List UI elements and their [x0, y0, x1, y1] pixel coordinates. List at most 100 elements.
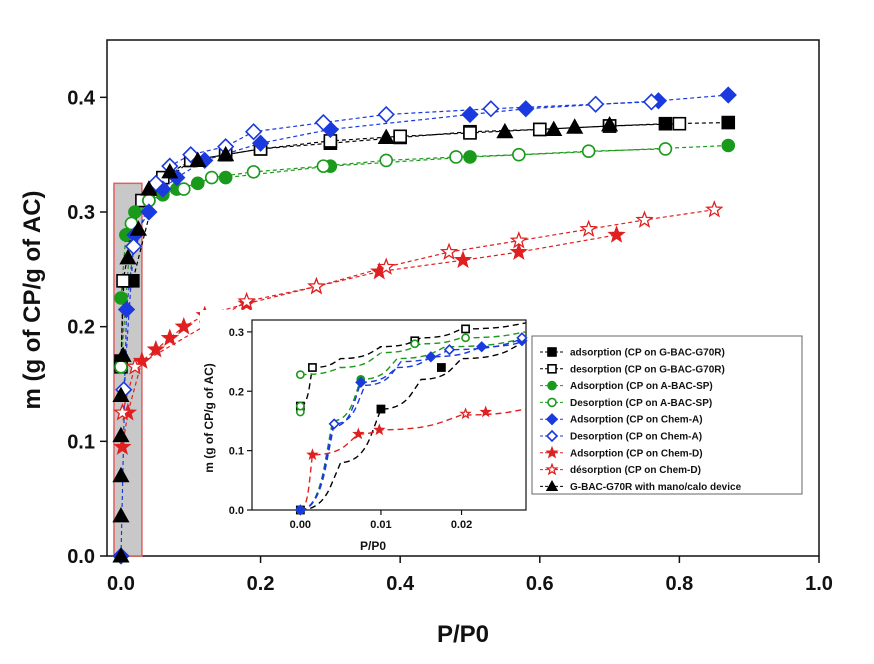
inset-y-tick-label: 0.0 [229, 505, 244, 517]
main-point-g-bac-g70r-with-mano-calo-device [189, 151, 207, 167]
inset-y-tick-label: 0.1 [229, 446, 244, 458]
main-point-desorption-cp-on-a-bac-sp [176, 182, 191, 196]
legend-marker-desorption-cp-on-chem-a [545, 429, 559, 443]
main-point-desorption-cp-on-chem-d [125, 357, 145, 375]
main-point-g-bac-g70r-with-mano-calo-device [114, 346, 132, 362]
legend-label-adsorption-cp-on-a-bac-sp: Adsorption (CP on A-BAC-SP) [570, 381, 713, 392]
inset-plot: 0.00 0.01 0.02 0.0 0.1 0.2 0.3 P/P0 m (g of CP… [200, 310, 528, 553]
main-point-g-bac-g70r-with-mano-calo-device [140, 180, 158, 196]
inset-series-markers [294, 324, 528, 516]
main-series-line-desorption-cp-on-a-bac-sp [120, 148, 666, 367]
legend-label-desorption-cp-on-a-bac-sp: Desorption (CP on A-BAC-SP) [570, 398, 712, 409]
main-point-g-bac-g70r-with-mano-calo-device [566, 118, 584, 134]
main-point-adsorption-cp-on-chem-d [146, 339, 166, 358]
main-point-desorption-cp-on-chem-a [124, 237, 143, 256]
main-x-tick-label: 0.2 [247, 573, 275, 595]
legend-label-adsorption-cp-on-chem-a: Adsorption (CP on Chem-A) [570, 415, 703, 426]
main-series-markers [112, 86, 737, 565]
main-point-g-bac-g70r-with-mano-calo-device [112, 507, 130, 523]
inset-plot-frame [251, 319, 527, 511]
main-point-desorption-cp-on-chem-a [586, 95, 605, 113]
main-point-adsorption-cp-on-a-bac-sp [190, 176, 205, 191]
main-point-desorption-cp-on-chem-a [482, 100, 500, 118]
legend-label-desorption-cp-on-chem-a: Desorption (CP on Chem-A) [570, 432, 702, 443]
legend-box [531, 335, 803, 495]
inset-x-tick-label: 0.00 [290, 519, 311, 531]
main-point-adsorption-cp-on-chem-a [117, 300, 136, 319]
inset-point-adsorption-cp-on-g-bac-g70r [376, 404, 386, 414]
main-point-desorption-cp-on-g-bac-g70r [672, 116, 687, 131]
inset-point-desorption-cp-on-chem-a [328, 418, 340, 430]
main-point-adsorption-cp-on-a-bac-sp [128, 205, 142, 219]
legend-label-desorption-cp-on-g-bac-g70r: desorption (CP on G-BAC-G70R) [570, 364, 725, 375]
inset-point-adsorption-cp-on-g-bac-g70r [436, 363, 446, 372]
main-point-g-bac-g70r-with-mano-calo-device [601, 116, 619, 132]
main-point-adsorption-cp-on-chem-a [719, 86, 737, 104]
legend-label-adsorption-cp-on-chem-d: Adsorption (CP on Chem-D) [570, 448, 703, 459]
main-point-adsorption-cp-on-g-bac-g70r [658, 116, 673, 131]
inset-y-tick-label: 0.2 [229, 386, 244, 398]
legend-items: adsorption (CP on G-BAC-G70R) desorption … [540, 347, 742, 493]
inset-axis-ticks: 0.00 0.01 0.02 0.0 0.1 0.2 0.3 [229, 327, 473, 531]
main-point-desorption-cp-on-a-bac-sp [204, 170, 219, 185]
main-point-desorption-cp-on-a-bac-sp [379, 153, 394, 168]
main-point-g-bac-g70r-with-mano-calo-device [545, 120, 563, 136]
inset-point-desorption-cp-on-chem-a [443, 344, 456, 356]
main-x-tick-label: 0.6 [526, 573, 554, 595]
main-point-adsorption-cp-on-chem-a [517, 100, 535, 118]
main-point-g-bac-g70r-with-mano-calo-device [217, 145, 235, 162]
main-point-desorption-cp-on-a-bac-sp [114, 359, 128, 374]
inset-point-adsorption-cp-on-chem-d [306, 448, 319, 461]
main-point-adsorption-cp-on-chem-d [113, 437, 132, 455]
main-y-tick-label: 0.2 [67, 317, 95, 339]
inset-point-adsorption-cp-on-chem-d [352, 427, 365, 440]
main-y-tick-label: 0.0 [67, 546, 95, 568]
inset-series-line-adsorption-cp-on-g-bac-g70r [300, 340, 526, 510]
main-point-adsorption-cp-on-chem-d [160, 328, 179, 346]
inset-x-tick-label: 0.02 [451, 519, 472, 531]
main-point-adsorption-cp-on-chem-a [461, 105, 479, 124]
main-point-adsorption-cp-on-a-bac-sp [114, 291, 128, 305]
inset-point-desorption-cp-on-a-bac-sp [461, 333, 470, 343]
main-point-desorption-cp-on-g-bac-g70r [532, 122, 547, 137]
inset-point-desorption-cp-on-chem-d [459, 407, 472, 420]
main-y-tick-label: 0.1 [67, 431, 95, 453]
main-point-adsorption-cp-on-a-bac-sp [463, 150, 477, 164]
inset-y-axis-label: m (g of CP/g of AC) [202, 363, 216, 473]
main-point-desorption-cp-on-chem-a [314, 113, 333, 132]
main-point-desorption-cp-on-chem-d [307, 276, 326, 295]
inset-x-axis-label: P/P0 [360, 539, 386, 553]
main-point-g-bac-g70r-with-mano-calo-device [112, 547, 130, 563]
main-point-adsorption-cp-on-chem-d [453, 250, 473, 268]
main-point-adsorption-cp-on-a-bac-sp [218, 170, 233, 185]
main-point-desorption-cp-on-a-bac-sp [658, 142, 673, 156]
main-x-tick-label: 0.8 [665, 573, 693, 595]
main-point-g-bac-g70r-with-mano-calo-device [112, 426, 130, 443]
main-x-tick-label: 0.4 [386, 573, 415, 595]
inset-point-adsorption-cp-on-chem-a [294, 504, 306, 516]
main-point-desorption-cp-on-a-bac-sp [449, 150, 463, 164]
legend-label-adsorption-cp-on-g-bac-g70r: adsorption (CP on G-BAC-G70R) [570, 348, 725, 359]
main-point-desorption-cp-on-chem-a [377, 105, 395, 124]
main-y-tick-label: 0.4 [67, 87, 96, 109]
main-point-desorption-cp-on-a-bac-sp [316, 159, 331, 173]
legend-label-g-bac-g70r-with-mano-calo-device: G-BAC-G70R with mano/calo device [570, 482, 742, 493]
main-point-desorption-cp-on-chem-d [113, 403, 132, 421]
main-point-adsorption-cp-on-a-bac-sp [721, 138, 736, 153]
inset-y-tick-label: 0.3 [229, 327, 244, 339]
legend-marker-adsorption-cp-on-chem-d [545, 445, 559, 459]
main-point-g-bac-g70r-with-mano-calo-device [119, 249, 137, 265]
main-point-desorption-cp-on-g-bac-g70r [463, 126, 477, 140]
inset-series-line-desorption-cp-on-a-bac-sp [300, 331, 526, 376]
main-point-desorption-cp-on-a-bac-sp [246, 165, 261, 179]
main-x-axis-label: P/P0 [437, 621, 489, 648]
inset-point-adsorption-cp-on-chem-a [476, 341, 488, 353]
legend-marker-adsorption-cp-on-a-bac-sp [547, 380, 557, 391]
inset-point-desorption-cp-on-a-bac-sp [410, 339, 420, 349]
main-point-desorption-cp-on-chem-d [439, 242, 459, 260]
inset-point-desorption-cp-on-a-bac-sp [295, 370, 305, 380]
main-series-line-desorption-cp-on-chem-d [121, 209, 715, 413]
main-point-desorption-cp-on-chem-d [635, 210, 654, 228]
main-point-g-bac-g70r-with-mano-calo-device [377, 128, 395, 145]
